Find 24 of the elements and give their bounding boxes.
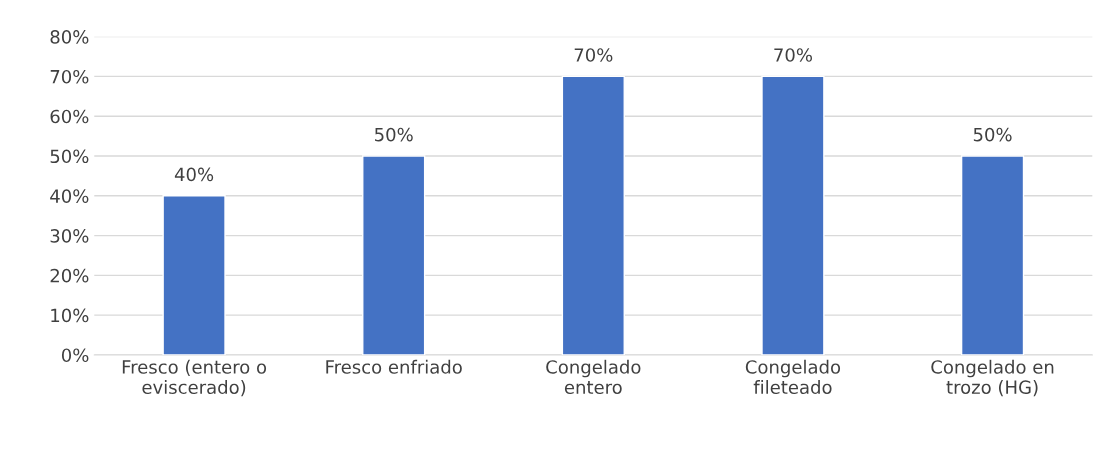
- x-tick-label: Congelado entero: [546, 359, 641, 395]
- x-tick-label: Fresco (entero o eviscerado): [122, 359, 267, 397]
- bar: [561, 75, 625, 355]
- data-label: 70%: [574, 48, 613, 62]
- data-label: 70%: [774, 48, 812, 62]
- y-tick-label: 10%: [51, 308, 89, 323]
- bar: [761, 75, 825, 355]
- y-tick-label: 80%: [50, 30, 89, 44]
- bar: [362, 155, 426, 355]
- x-tick-label: Congelado en trozo (HG): [931, 359, 1054, 397]
- y-tick-label: 40%: [50, 189, 89, 203]
- x-tick-label: Congelado fileteado: [745, 359, 841, 395]
- y-tick-label: 50%: [50, 149, 89, 164]
- bar: [162, 195, 226, 355]
- y-tick-label: 0%: [61, 348, 89, 363]
- y-tick-label: 70%: [50, 69, 89, 84]
- data-label: 40%: [174, 167, 214, 182]
- y-tick-label: 60%: [50, 109, 89, 124]
- y-tick-label: 20%: [50, 268, 89, 283]
- data-label: 50%: [375, 127, 413, 142]
- data-label: 50%: [973, 127, 1012, 142]
- bar: [960, 155, 1025, 355]
- x-tick-label: Fresco enfriado: [326, 359, 462, 374]
- y-tick-label: 30%: [50, 229, 89, 243]
